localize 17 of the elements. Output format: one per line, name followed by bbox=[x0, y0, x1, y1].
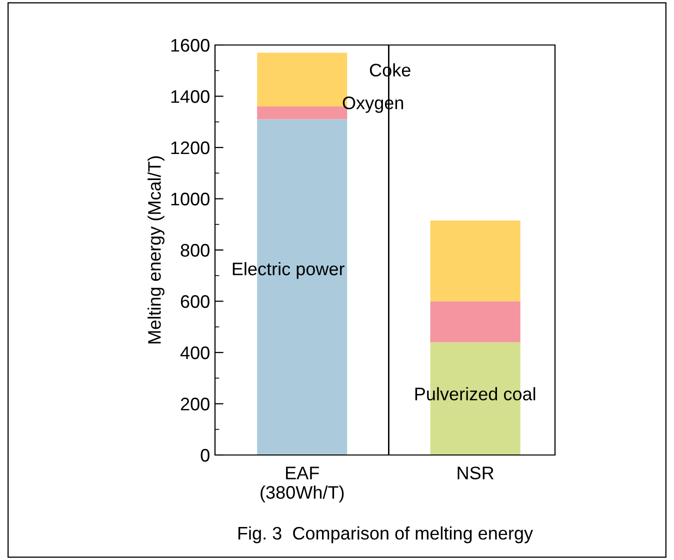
y-tick-label: 800 bbox=[180, 244, 210, 257]
y-tick-label: 1200 bbox=[171, 141, 210, 154]
y-tick-label: 400 bbox=[180, 346, 210, 360]
y-tick-label: 200 bbox=[180, 398, 210, 410]
text: Fig. 3 Comparison of melting energy bbox=[238, 526, 533, 544]
y-tick-label: 1000 bbox=[171, 192, 210, 206]
y-tick-label: 600 bbox=[180, 295, 210, 308]
x-tick-label: NSR bbox=[458, 466, 494, 480]
bar bbox=[430, 220, 520, 302]
y-tick-label: 1600 bbox=[171, 38, 210, 52]
y-tick-label: 1400 bbox=[171, 90, 210, 103]
y-axis-title: Melting energy (Mcal/T) bbox=[148, 156, 164, 344]
annotation: Pulverized coal bbox=[415, 387, 536, 400]
bar bbox=[430, 301, 520, 342]
annotation: Electric power bbox=[232, 262, 344, 279]
x-tick-label: EAF (380Wh/T) bbox=[260, 466, 344, 502]
y-tick-label: 0 bbox=[200, 448, 210, 462]
